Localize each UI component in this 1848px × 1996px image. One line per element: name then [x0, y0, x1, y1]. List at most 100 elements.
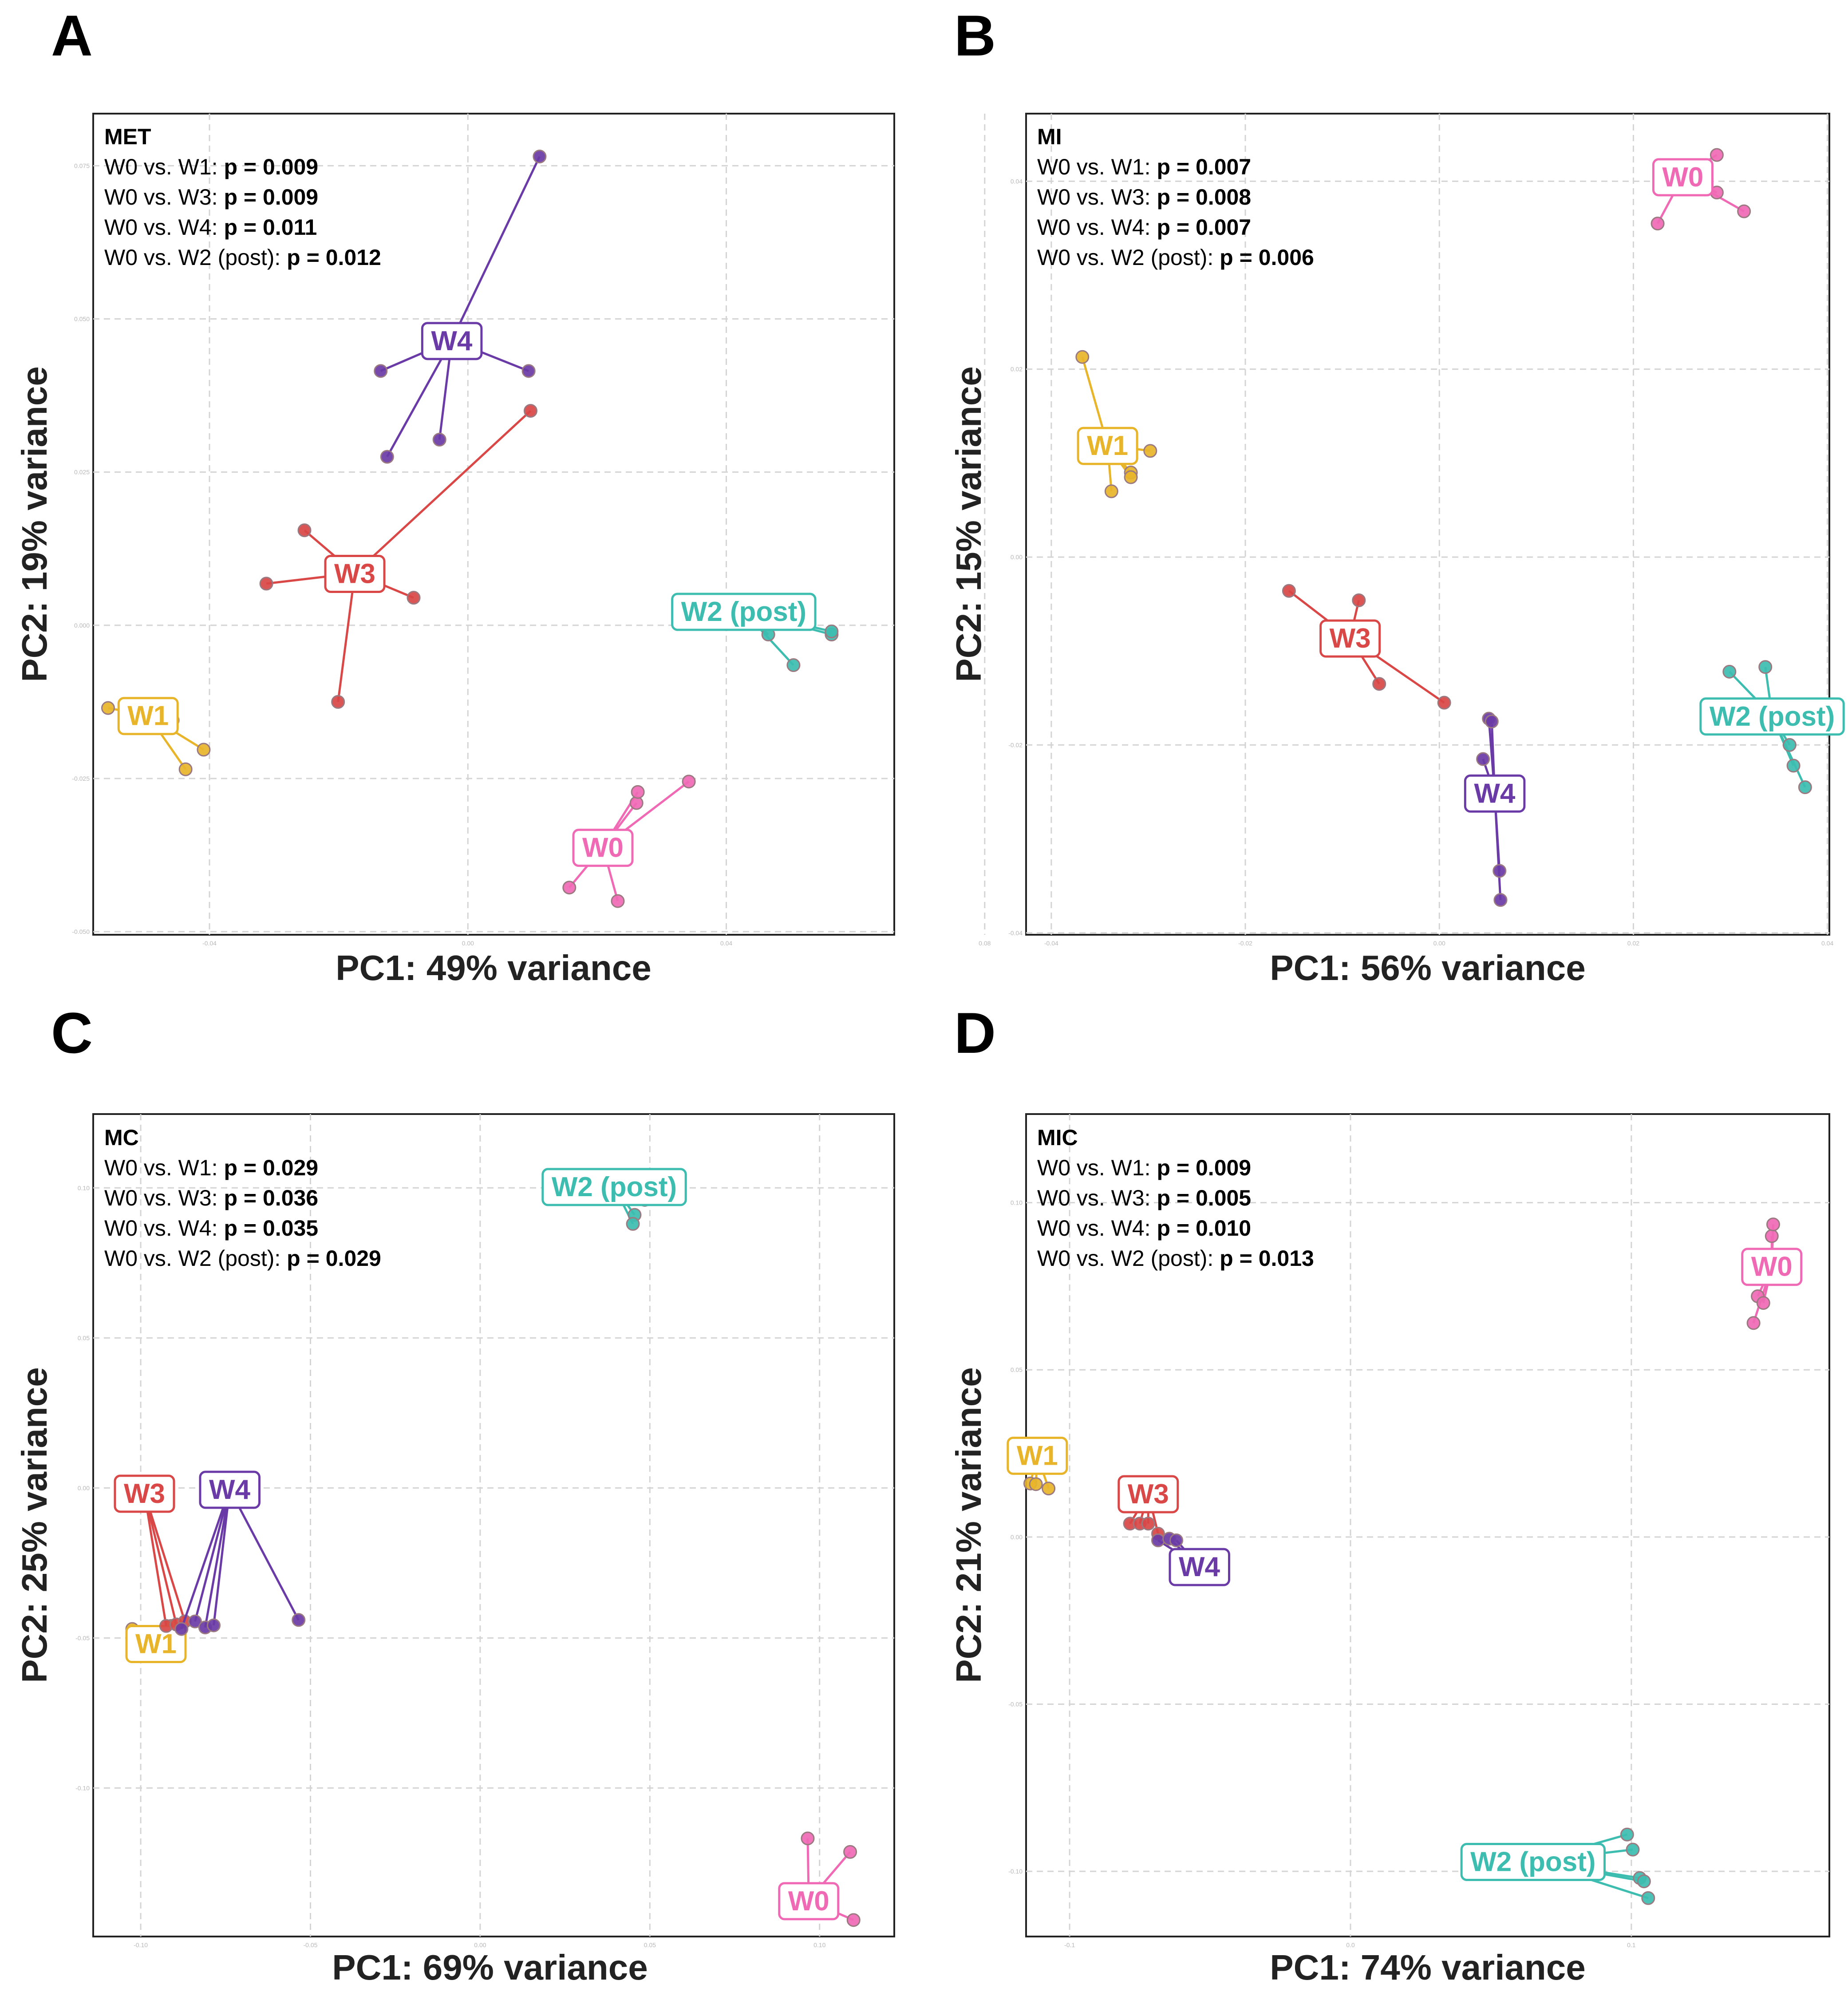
- panel-b-x-axis-title: PC1: 56% variance: [1270, 948, 1586, 988]
- panel-d-data: W1 W3 W4 W0 W2 (post): [1007, 1217, 1803, 1905]
- panel-a-stat-2: W0 vs. W3: p = 0.009: [104, 185, 318, 209]
- panel-a-y-tick-label: 0.000: [74, 622, 90, 629]
- panel-c-point-w0: [846, 1913, 861, 1927]
- panel-d-label-w3: W3: [1117, 1475, 1179, 1514]
- panel-b-ticks: -0.04 -0.02 0.00 0.02 0.04 -0.04 -0.02 0.00 0.02…: [1008, 178, 1833, 947]
- panel-a-point-w0: [682, 775, 696, 789]
- panel-c-label-text: W1: [135, 1629, 177, 1660]
- panel-a-label-box: [421, 322, 483, 360]
- panel-b-stats: MI W0 vs. W1: p = 0.007 W0 vs. W3: p = 0…: [1037, 124, 1314, 270]
- panel-b-point-w3: [1437, 696, 1451, 710]
- panel-a-point-w2-post: [786, 658, 801, 672]
- panel-a-stat-2-label: W0 vs. W3:: [104, 185, 224, 209]
- panel-b-point-w4: [1485, 715, 1499, 729]
- panel-c-y-tick-label: 0.05: [78, 1334, 90, 1341]
- panel-a-point-w4: [432, 432, 446, 447]
- panel-a-x-tick-label: 0.00: [462, 940, 474, 947]
- panel-b-stat-3-label: W0 vs. W4:: [1037, 215, 1157, 240]
- panel-d-label-box: [1460, 1843, 1606, 1881]
- panel-c-label-box: [199, 1470, 261, 1509]
- panel-c-label-text: W3: [124, 1478, 165, 1509]
- panel-a-x-tick-label: -0.04: [202, 940, 217, 947]
- panel-b-point-w1: [1124, 470, 1138, 484]
- panel-d-y-tick-label: 0.05: [1011, 1366, 1023, 1373]
- panel-b-x-tick-label: -0.04: [1044, 940, 1058, 947]
- panel-c-spider-line: [180, 1489, 231, 1629]
- panel-b-point-w3: [1352, 593, 1366, 607]
- panel-c-x-tick-label: 0.05: [644, 1941, 656, 1949]
- panel-d-stat-1: W0 vs. W1: p = 0.009: [1037, 1155, 1251, 1180]
- panel-d-label-box: [1117, 1475, 1179, 1514]
- panel-b-y-tick-label: -0.04: [1008, 929, 1023, 937]
- panel-c-label-box: [125, 1625, 187, 1664]
- panel-a-y-tick-label: -0.025: [72, 775, 90, 782]
- panel-b-point-w0: [1651, 217, 1665, 231]
- panel-c-stat-3-p: p = 0.035: [224, 1216, 318, 1241]
- panel-c-label-w4: W4: [199, 1470, 261, 1509]
- panel-a-stat-4-p: p = 0.012: [287, 245, 381, 270]
- panel-b-stat-4-label: W0 vs. W2 (post):: [1037, 245, 1220, 270]
- panel-d-stat-3: W0 vs. W4: p = 0.010: [1037, 1216, 1251, 1241]
- panel-b-label-box: [1464, 774, 1526, 813]
- panel-d-series-w1: W1: [1007, 1436, 1068, 1496]
- panel-d-label-text: W3: [1128, 1479, 1169, 1510]
- panel-b-label-text: W3: [1330, 623, 1371, 654]
- panel-c-stats: MC W0 vs. W1: p = 0.029 W0 vs. W3: p = 0…: [104, 1125, 381, 1271]
- panel-d-label-box: [1169, 1548, 1230, 1586]
- panel-a-series-w1: W1: [101, 697, 211, 776]
- panel-b-label-text: W4: [1474, 778, 1516, 809]
- panel-c-stat-2-p: p = 0.036: [224, 1186, 318, 1210]
- panel-a-point-w1: [101, 701, 115, 715]
- panel-c-label-box: [778, 1882, 840, 1921]
- panel-b-series-w1: W1: [1075, 350, 1157, 498]
- panel-a-y-tick-label: -0.050: [72, 928, 90, 935]
- panel-b-point-w4: [1493, 893, 1508, 907]
- panel-d-series-w3: W3: [1117, 1475, 1179, 1541]
- panel-d-label-text: W4: [1179, 1552, 1220, 1582]
- panel-d-y-tick-label: 0.10: [1011, 1199, 1023, 1206]
- panel-a-point-w2-post: [825, 624, 839, 639]
- panel-b-x-tick-label: 0.00: [1433, 940, 1445, 947]
- panel-d-point-w4: [1169, 1533, 1184, 1547]
- panel-b-stat-1-label: W0 vs. W1:: [1037, 154, 1157, 179]
- panel-a-label-box: [117, 697, 179, 735]
- panel-c: C -0.10 -0.05 0.00 0.05 0.10 -0.10 -0.05 0.00 0.…: [15, 1000, 895, 1987]
- panel-a-label-w3: W3: [324, 554, 386, 593]
- panel-b-point-w2-post: [1786, 759, 1801, 773]
- panel-d-point-w1: [1029, 1477, 1043, 1491]
- panel-d-series-w0: W0: [1741, 1217, 1803, 1330]
- panel-a-stat-4: W0 vs. W2 (post): p = 0.012: [104, 245, 381, 270]
- panel-d-stat-1-p: p = 0.009: [1157, 1155, 1251, 1180]
- panel-b-data: W1 W3 W4 W0 W2 (post): [1075, 148, 1845, 907]
- panel-a-label-text: W4: [431, 326, 473, 356]
- panel-a-x-axis-title: PC1: 49% variance: [336, 948, 652, 988]
- panel-d-series-w2-post: W2 (post): [1460, 1827, 1655, 1905]
- panel-c-label-w0: W0: [778, 1882, 840, 1921]
- panel-a-point-w0: [611, 894, 625, 908]
- panel-d-label-text: W0: [1751, 1252, 1793, 1282]
- panel-b-stat-2: W0 vs. W3: p = 0.008: [1037, 185, 1251, 209]
- panel-b-point-w2-post: [1722, 664, 1737, 679]
- panel-c-x-axis-title: PC1: 69% variance: [332, 1948, 648, 1987]
- panel-a-point-w4: [374, 364, 388, 378]
- panel-c-stat-3-label: W0 vs. W4:: [104, 1216, 224, 1241]
- panel-a-stats: MET W0 vs. W1: p = 0.009 W0 vs. W3: p = …: [104, 124, 381, 270]
- panel-d-letter: D: [954, 1000, 996, 1065]
- panel-a-ticks: -0.04 0.00 0.04 0.08 -0.050 -0.025 0.000 0.025 0…: [72, 162, 991, 947]
- panel-d-label-w1: W1: [1007, 1436, 1068, 1475]
- panel-b-label-box: [1319, 619, 1381, 658]
- panel-a-label-w0: W0: [572, 829, 634, 867]
- panel-d-stat-4: W0 vs. W2 (post): p = 0.013: [1037, 1246, 1314, 1271]
- panel-c-series-w2-post: W2 (post): [541, 1168, 687, 1231]
- panel-c-spider-line: [204, 1489, 231, 1628]
- panel-c-spider-line: [143, 1493, 178, 1625]
- panel-b-letter: B: [954, 3, 996, 68]
- panel-d-stat-4-p: p = 0.013: [1220, 1246, 1314, 1271]
- panel-b-point-w4: [1493, 864, 1507, 878]
- panel-d-point-w0: [1746, 1316, 1761, 1330]
- panel-c-point-w0: [801, 1831, 815, 1846]
- panel-b-stat-2-label: W0 vs. W3:: [1037, 185, 1157, 209]
- panel-c-point-w4: [207, 1618, 221, 1632]
- panel-d-label-w2-post: W2 (post): [1460, 1843, 1606, 1881]
- panel-d-point-w3: [1141, 1517, 1155, 1531]
